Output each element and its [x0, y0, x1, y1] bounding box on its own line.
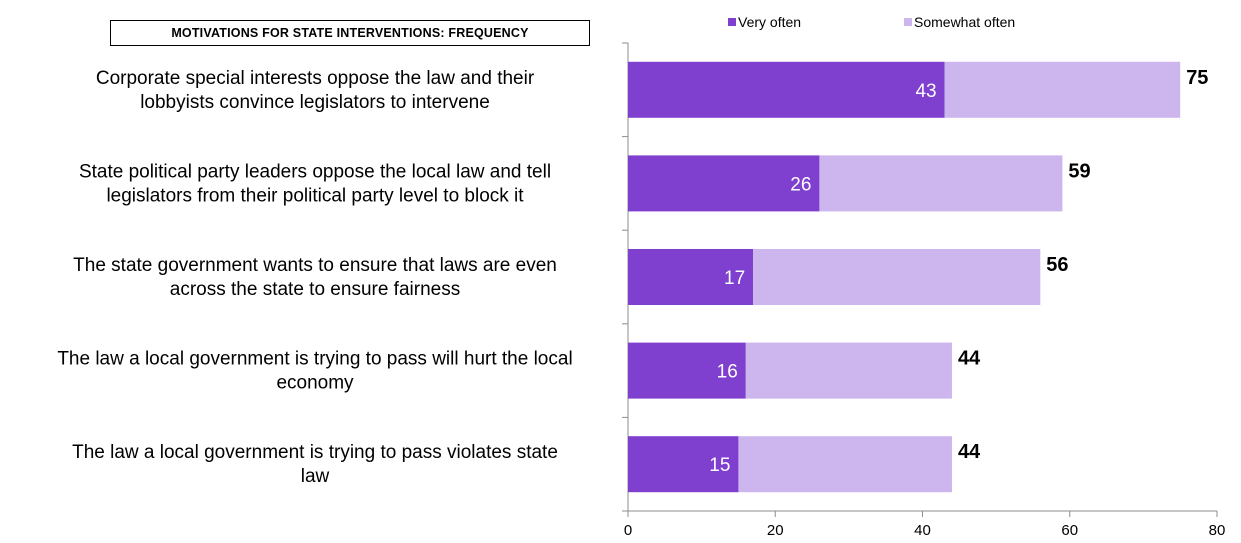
bar-somewhat-often [738, 436, 952, 493]
x-tick-label: 80 [1209, 522, 1226, 539]
total-label: 75 [1186, 67, 1208, 89]
bar-very-often [628, 249, 754, 305]
legend-swatch [904, 18, 912, 26]
total-label: 59 [1068, 160, 1090, 182]
category-label: State political party leaders oppose the… [79, 161, 551, 182]
total-label: 44 [958, 348, 981, 370]
legend-swatch [728, 18, 736, 26]
category-label: The law a local government is trying to … [57, 349, 572, 370]
bar-very-often [628, 61, 945, 118]
chart-title: MOTIVATIONS FOR STATE INTERVENTIONS: FRE… [110, 20, 590, 46]
legend-label: Somewhat often [914, 14, 1015, 30]
bar-value-label: 26 [790, 174, 811, 195]
bar-value-label: 16 [717, 362, 738, 383]
total-label: 56 [1046, 254, 1068, 276]
category-label: The state government wants to ensure tha… [73, 255, 557, 276]
category-label: law [301, 466, 330, 487]
bar-somewhat-often [745, 342, 952, 399]
category-label: The law a local government is trying to … [72, 442, 558, 463]
x-tick-label: 40 [914, 522, 931, 539]
category-label: across the state to ensure fairness [170, 279, 460, 300]
bar-very-often [628, 342, 746, 399]
total-label: 44 [958, 441, 981, 463]
category-label: legislators from their political party l… [106, 185, 524, 206]
bar-value-label: 17 [724, 268, 745, 289]
legend-label: Very often [738, 14, 801, 30]
category-label: economy [276, 373, 354, 394]
bar-very-often [628, 155, 820, 212]
bar-somewhat-often [819, 155, 1063, 212]
bar-value-label: 43 [915, 81, 936, 102]
x-tick-label: 20 [767, 522, 784, 539]
x-tick-label: 60 [1061, 522, 1078, 539]
bar-somewhat-often [753, 249, 1041, 305]
bar-very-often [628, 436, 739, 493]
x-tick-label: 0 [624, 522, 632, 539]
bar-value-label: 15 [709, 455, 730, 476]
category-label: Corporate special interests oppose the l… [96, 68, 535, 89]
category-label: lobbyists convince legislators to interv… [140, 92, 490, 113]
bar-somewhat-often [944, 61, 1181, 118]
